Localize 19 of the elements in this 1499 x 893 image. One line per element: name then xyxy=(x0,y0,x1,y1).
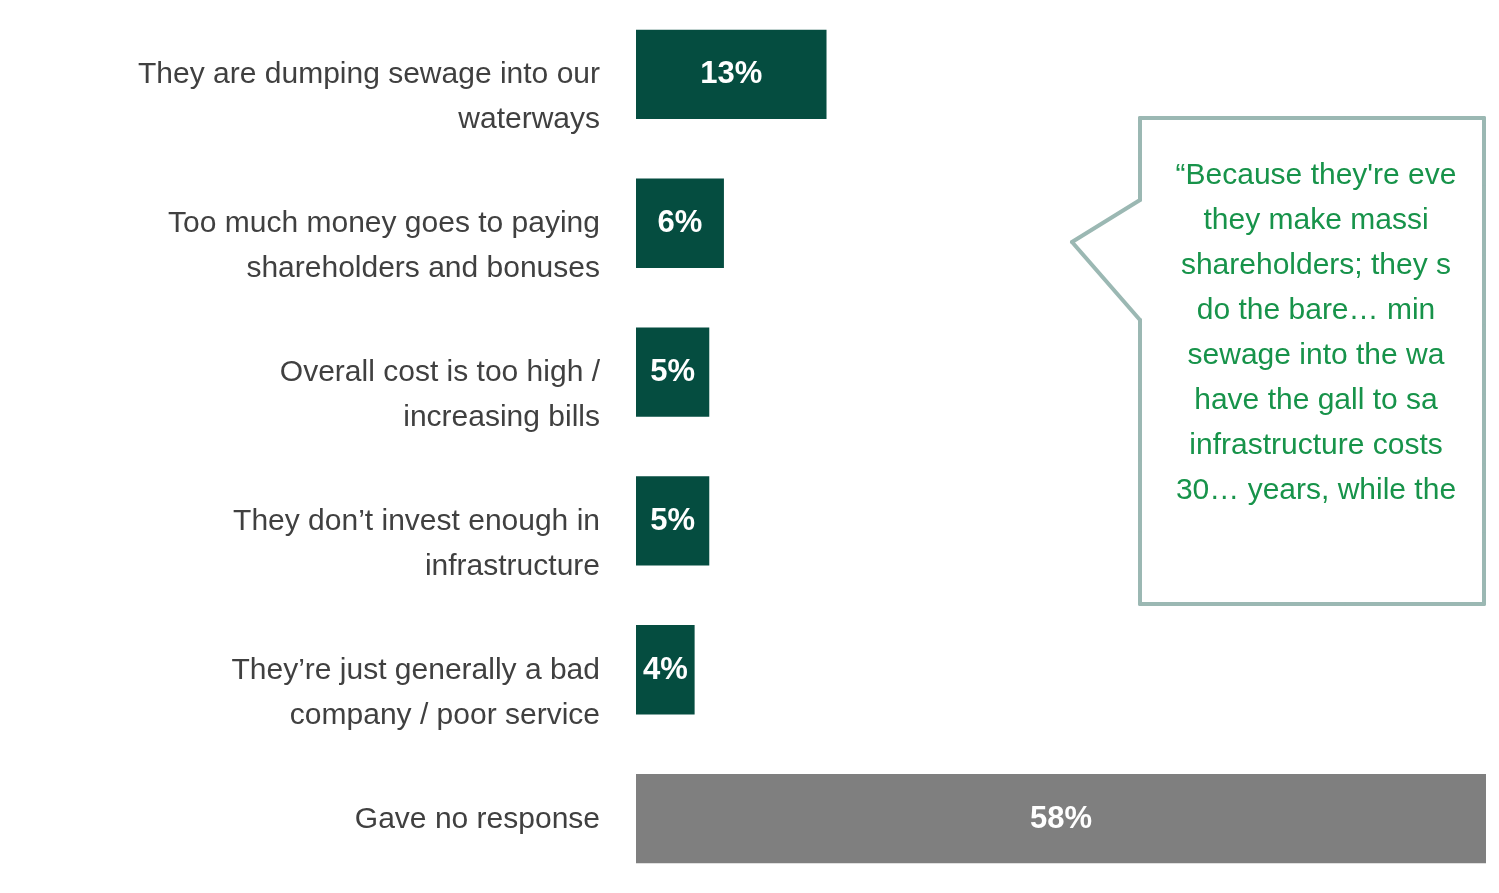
data-label: 5% xyxy=(650,501,696,537)
y-tick-label: They’re just generally a bad company / poor service xyxy=(231,651,600,730)
bar xyxy=(636,327,710,417)
data-label: 5% xyxy=(650,353,696,389)
bar xyxy=(636,625,695,715)
y-tick-label: They are dumping sewage into our waterways xyxy=(138,56,600,135)
y-tick-label: Too much money goes to paying shareholders and bonuses xyxy=(168,205,600,284)
data-label: 4% xyxy=(642,650,688,686)
y-tick-label: They don’t invest enough in infrastructure xyxy=(233,502,600,581)
data-label: 58% xyxy=(1029,799,1093,835)
bar xyxy=(636,178,724,268)
data-label: 13% xyxy=(700,55,763,91)
y-tick-label: Overall cost is too high / increasing bills xyxy=(279,354,601,433)
y-tick-label: Gave no response xyxy=(354,800,600,834)
bar xyxy=(636,773,1486,864)
data-label: 6% xyxy=(657,204,703,240)
bar xyxy=(636,476,710,566)
annotation: “Because they're eve they make massi shareholders; they s do the bare… min sewage into the wa have the gall to sa infrastructure costs 30… years, while the xyxy=(1175,157,1457,505)
bar xyxy=(636,29,827,120)
